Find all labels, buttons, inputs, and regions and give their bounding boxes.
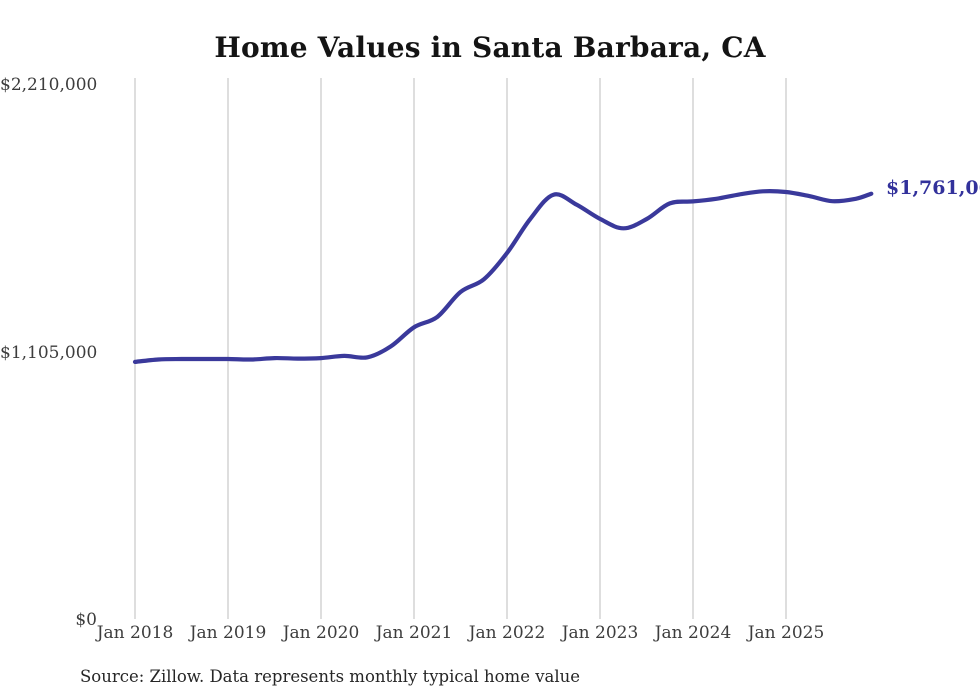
latest-value-label: $1,761,06: [886, 177, 980, 199]
x-tick-label: Jan 2019: [189, 623, 267, 643]
chart-title: Home Values in Santa Barbara, CA: [214, 31, 766, 64]
y-tick-label: $0: [75, 610, 97, 630]
y-tick-label: $2,210,000: [0, 75, 98, 95]
gridlines-group: [134, 78, 787, 619]
x-tick-label: Jan 2025: [747, 623, 825, 643]
value-line: [132, 189, 874, 364]
x-tick-label: Jan 2022: [468, 623, 546, 643]
source-note: Source: Zillow. Data represents monthly …: [80, 667, 581, 686]
x-tick-label: Jan 2018: [96, 623, 174, 643]
x-tick-label: Jan 2021: [375, 623, 453, 643]
x-tick-label: Jan 2020: [282, 623, 360, 643]
x-tick-label: Jan 2023: [561, 623, 639, 643]
y-tick-label: $1,105,000: [0, 342, 98, 363]
x-tick-label: Jan 2024: [654, 623, 732, 643]
